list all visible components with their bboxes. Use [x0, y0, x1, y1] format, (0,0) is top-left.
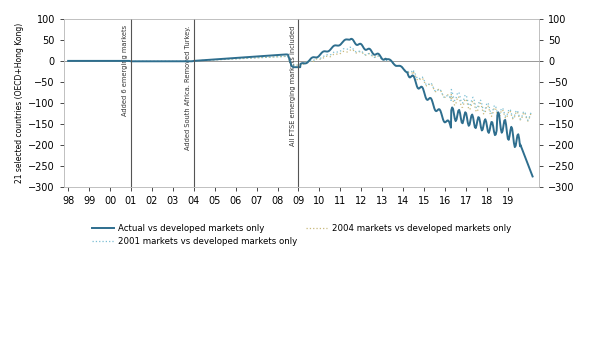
Text: Added South Africa. Removed Turkey.: Added South Africa. Removed Turkey. — [185, 25, 191, 150]
Text: All FTSE emerging markets included: All FTSE emerging markets included — [290, 25, 296, 146]
Y-axis label: 21 selected countries (OECD+Hong Kong): 21 selected countries (OECD+Hong Kong) — [15, 23, 24, 183]
Legend: Actual vs developed markets only, 2001 markets vs developed markets only, 2004 m: Actual vs developed markets only, 2001 m… — [88, 220, 514, 249]
Text: Added 6 emerging markets: Added 6 emerging markets — [123, 25, 129, 117]
